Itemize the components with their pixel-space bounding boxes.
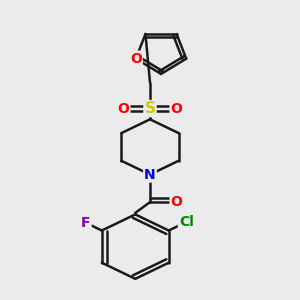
Text: F: F xyxy=(81,216,91,230)
Text: O: O xyxy=(118,102,129,116)
Text: Cl: Cl xyxy=(179,215,194,229)
Text: O: O xyxy=(171,102,182,116)
Text: O: O xyxy=(130,52,142,66)
Text: S: S xyxy=(145,101,155,116)
Text: O: O xyxy=(171,195,182,209)
Text: N: N xyxy=(144,167,156,182)
